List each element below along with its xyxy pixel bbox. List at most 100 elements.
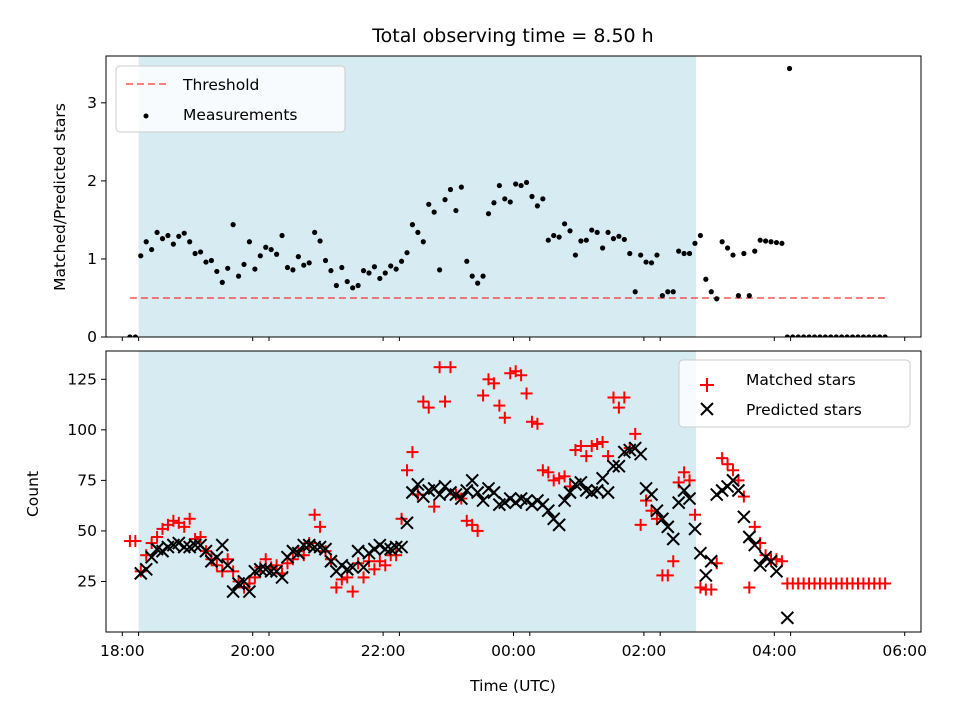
- measurement-point: [279, 232, 285, 239]
- y-tick-label: 3: [87, 94, 97, 112]
- measurement-point: [572, 252, 579, 258]
- matched-star-point: [221, 553, 234, 566]
- measurement-point: [654, 252, 660, 258]
- measurement-point: [697, 232, 704, 239]
- measurement-point: [143, 239, 149, 245]
- measurement-point: [339, 264, 345, 271]
- predicted-star-point: [780, 611, 795, 625]
- predicted-star-point: [324, 554, 338, 568]
- measurement-point: [556, 234, 562, 240]
- x-tick-label: 18:00: [100, 642, 145, 660]
- matched-star-point: [167, 514, 180, 527]
- predicted-star-point: [612, 459, 626, 473]
- measurement-point: [871, 334, 877, 337]
- matched-star-point: [444, 361, 457, 374]
- matched-legend-swatch: [700, 378, 714, 392]
- measurement-point: [257, 253, 263, 259]
- measurement-point: [730, 252, 736, 258]
- predicted-star-point: [590, 483, 604, 498]
- measurement-point: [638, 252, 644, 258]
- measurement-point: [540, 196, 546, 202]
- measurement-point: [268, 246, 274, 253]
- measurement-point: [665, 289, 671, 295]
- predicted-star-point: [655, 512, 670, 526]
- predicted-star-point: [731, 483, 746, 498]
- y-tick-label: 100: [67, 421, 97, 439]
- predicted-star-point: [633, 447, 648, 461]
- measurement-point: [469, 273, 475, 279]
- ratio-y-axis-label: Matched/Predicted stars: [51, 103, 69, 291]
- predicted-star-point: [210, 550, 224, 564]
- matched-star-point: [515, 369, 528, 382]
- measurement-point: [703, 276, 709, 282]
- predicted-star-point: [606, 459, 621, 473]
- measurement-point: [583, 237, 589, 243]
- predicted-star-point: [318, 542, 333, 556]
- predicted-star-point: [297, 538, 311, 552]
- measurement-point: [561, 221, 568, 227]
- measurement-point: [773, 239, 780, 246]
- predicted-star-point: [400, 516, 414, 530]
- measurement-point: [714, 296, 720, 302]
- predicted-star-point: [291, 546, 306, 560]
- count-x-ticks: 18:00 20:00 22:00 00:00 02:00 04:00 06:00: [100, 632, 927, 660]
- measurement-point: [159, 236, 166, 242]
- matched-star-point: [477, 389, 490, 402]
- predicted-star-point: [226, 584, 240, 599]
- matched-star-point: [650, 512, 663, 525]
- x-tick-label: 22:00: [361, 642, 406, 660]
- measurement-point: [388, 263, 394, 269]
- predicted-star-point: [769, 564, 784, 579]
- matched-star-point: [368, 563, 381, 576]
- matched-star-point: [732, 474, 745, 487]
- matched-star-point: [580, 450, 593, 463]
- predicted-star-point: [563, 485, 577, 500]
- matched-star-point: [428, 500, 441, 513]
- measurement-point: [784, 334, 790, 337]
- measurement-point: [621, 236, 627, 243]
- measurement-point: [806, 334, 812, 337]
- measurement-point: [263, 244, 269, 250]
- ratio-y-ticks: 0 1 2 3: [87, 94, 106, 346]
- measurement-point: [763, 238, 769, 244]
- predicted-star-point: [275, 570, 289, 585]
- predicted-star-point: [557, 493, 572, 508]
- measurement-point: [235, 273, 242, 279]
- ratio-panel: 0 1 2 3 Total observing time = 8.50 h Match…: [51, 25, 922, 346]
- measurement-point: [295, 254, 301, 260]
- predicted-star-point: [144, 550, 159, 564]
- predicted-star-point: [737, 510, 751, 524]
- measurement-point: [844, 334, 850, 337]
- measurement-point: [138, 253, 144, 259]
- predicted-star-point: [601, 485, 615, 500]
- measurement-point: [839, 334, 845, 337]
- measurement-point: [420, 239, 426, 245]
- count-legend-box: [678, 359, 911, 428]
- measurement-point: [632, 289, 638, 295]
- measurement-point: [681, 250, 687, 257]
- predicted-star-point: [574, 475, 588, 490]
- measurement-point: [551, 232, 557, 239]
- matched-star-point: [629, 427, 642, 440]
- measurement-point: [507, 199, 513, 205]
- count-legend: Matched stars Predicted stars: [678, 359, 911, 428]
- predicted-star-point: [237, 574, 251, 589]
- measurement-point: [127, 334, 133, 337]
- measurement-point: [132, 334, 138, 337]
- x-tick-label: 06:00: [882, 642, 927, 660]
- predicted-star-point: [552, 518, 566, 532]
- x-tick-label: 20:00: [230, 642, 275, 660]
- threshold-legend-label: Threshold: [182, 76, 259, 94]
- measurement-point: [165, 232, 171, 239]
- y-tick-label: 25: [77, 572, 97, 590]
- matched-star-point: [688, 508, 701, 521]
- measurement-point: [877, 334, 883, 337]
- matched-star-point: [308, 508, 321, 521]
- measurement-point: [176, 233, 182, 239]
- matched-star-point: [574, 440, 587, 453]
- measurement-point: [860, 334, 867, 337]
- matched-star-point: [401, 464, 414, 477]
- measurement-point: [817, 334, 823, 337]
- measurement-point: [404, 250, 410, 256]
- measurement-point: [741, 250, 747, 257]
